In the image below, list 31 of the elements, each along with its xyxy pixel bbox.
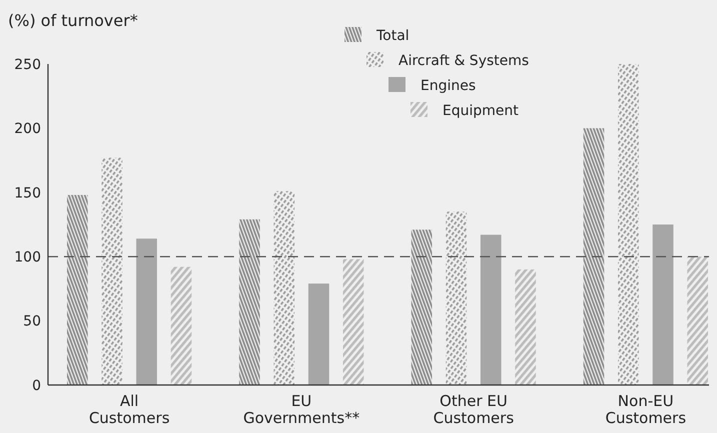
legend-label: Engines [420, 78, 476, 94]
bar [583, 128, 604, 385]
bar [136, 238, 158, 385]
x-tick-label: Non-EU Customers [605, 392, 686, 427]
y-tick-label: 0 [32, 378, 41, 394]
bar [170, 266, 192, 385]
x-tick-label: All Customers [88, 392, 170, 427]
bar [342, 259, 364, 385]
legend-label: Aircraft & Systems [398, 52, 529, 69]
y-tick-label: 150 [14, 185, 41, 202]
bar [411, 230, 432, 385]
y-tick-label: 250 [14, 56, 41, 73]
bar [446, 212, 467, 385]
bar [687, 256, 708, 385]
x-tick-label: EU Governments** [243, 392, 360, 427]
bar [480, 234, 502, 385]
bar [239, 219, 260, 385]
bar [274, 191, 295, 385]
bar [308, 284, 330, 385]
bar [618, 64, 639, 385]
bar [67, 194, 88, 385]
x-tick-label: Other EU Customers [433, 392, 514, 427]
bar [652, 224, 674, 385]
y-tick-label: 200 [14, 121, 41, 138]
legend-label: Equipment [442, 102, 520, 119]
legend-label: Total [376, 28, 410, 44]
y-axis-title: (%) of turnover* [8, 11, 138, 30]
bar [102, 158, 122, 385]
y-tick-label: 100 [14, 250, 41, 266]
bar [515, 269, 536, 385]
y-tick-label: 50 [23, 314, 41, 330]
